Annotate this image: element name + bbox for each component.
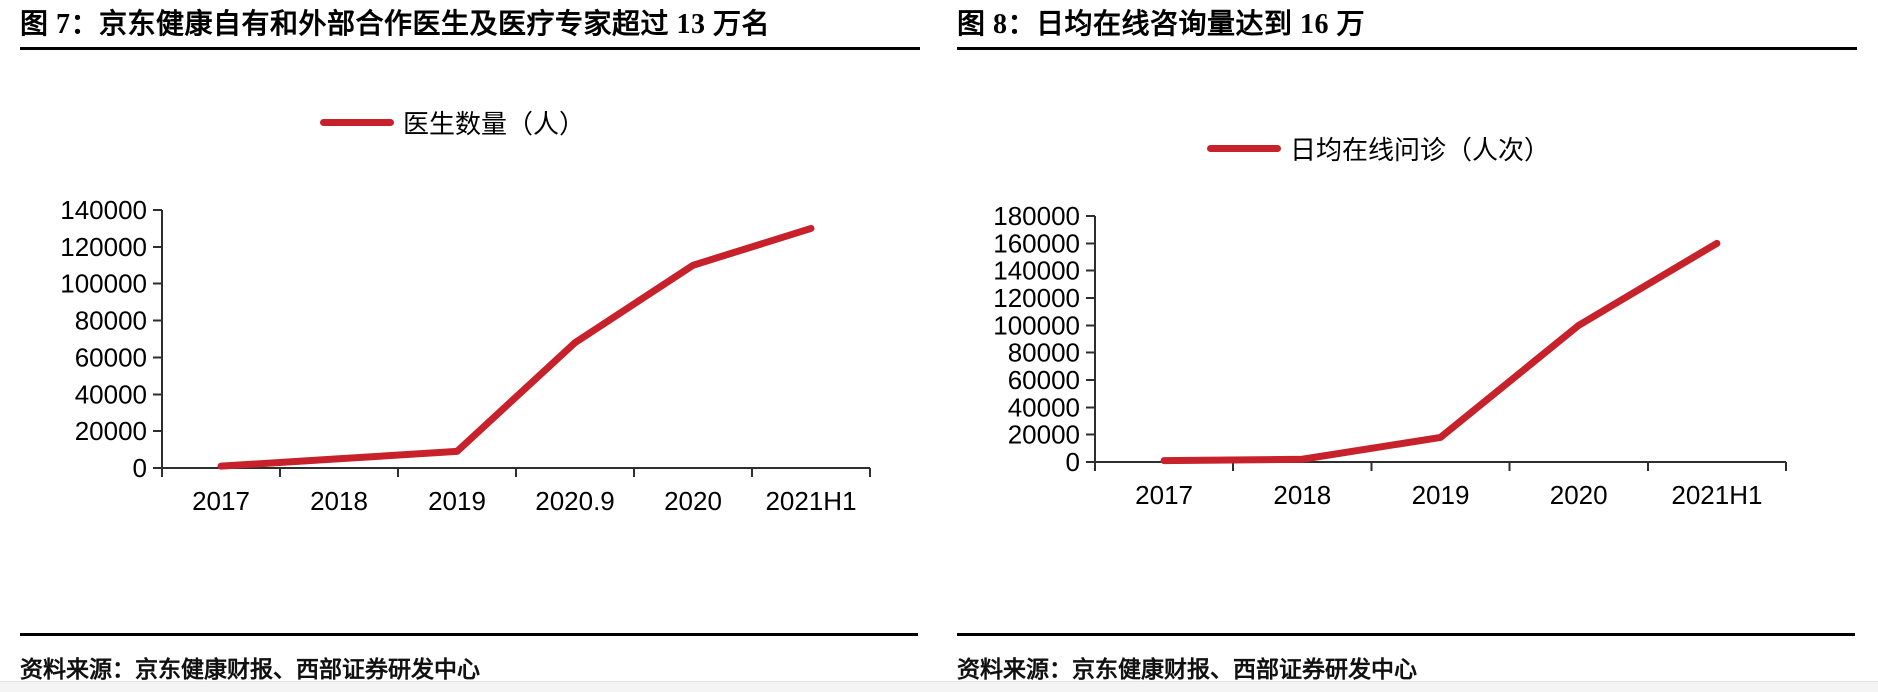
figure7-caption: 图 7：京东健康自有和外部合作医生及医疗专家超过 13 万名 bbox=[20, 9, 771, 40]
x-tick-label: 2021H1 bbox=[1671, 480, 1762, 510]
legend-label: 日均在线问诊（人次） bbox=[1290, 135, 1551, 165]
y-tick-label: 60000 bbox=[1008, 365, 1080, 395]
y-tick-label: 140000 bbox=[60, 195, 147, 225]
legend-label: 医生数量（人） bbox=[403, 109, 586, 139]
legend-line-swatch bbox=[320, 118, 394, 126]
y-tick-label: 40000 bbox=[75, 379, 147, 409]
y-tick-label: 20000 bbox=[1008, 420, 1080, 450]
y-tick-label: 20000 bbox=[75, 416, 147, 446]
y-tick-label: 120000 bbox=[60, 232, 147, 262]
data-line bbox=[217, 224, 815, 470]
figure7-source: 资料来源：京东健康财报、西部证券研发中心 bbox=[20, 657, 480, 682]
figure8-caption: 图 8：日均在线咨询量达到 16 万 bbox=[957, 9, 1366, 40]
y-tick-label: 100000 bbox=[993, 310, 1080, 340]
y-tick-label: 100000 bbox=[60, 269, 147, 299]
y-tick-label: 140000 bbox=[993, 256, 1080, 286]
y-tick-label: 180000 bbox=[993, 201, 1080, 231]
x-tick-label: 2020 bbox=[1550, 480, 1608, 510]
figure7-source-rule bbox=[20, 633, 918, 636]
figure8-legend: 日均在线问诊（人次） bbox=[1207, 132, 1551, 165]
figure7-legend: 医生数量（人） bbox=[320, 106, 586, 139]
figure8-source-rule bbox=[957, 633, 1855, 636]
x-tick-label: 2020.9 bbox=[535, 486, 615, 516]
x-tick-label: 2020 bbox=[664, 486, 722, 516]
legend-line-swatch bbox=[1207, 144, 1281, 152]
data-line bbox=[1160, 239, 1721, 465]
y-tick-label: 0 bbox=[133, 453, 147, 483]
x-tick-label: 2017 bbox=[1135, 480, 1193, 510]
figure8-caption-underline bbox=[957, 47, 1857, 50]
x-tick-label: 2017 bbox=[192, 486, 250, 516]
y-tick-label: 80000 bbox=[75, 306, 147, 336]
figure7-caption-underline bbox=[20, 47, 920, 50]
x-tick-label: 2018 bbox=[1273, 480, 1331, 510]
y-tick-label: 80000 bbox=[1008, 338, 1080, 368]
y-tick-label: 60000 bbox=[75, 342, 147, 372]
y-tick-label: 160000 bbox=[993, 228, 1080, 258]
y-tick-label: 120000 bbox=[993, 283, 1080, 313]
figure8-source: 资料来源：京东健康财报、西部证券研发中心 bbox=[957, 657, 1417, 682]
x-tick-label: 2018 bbox=[310, 486, 368, 516]
x-tick-label: 2021H1 bbox=[765, 486, 856, 516]
y-tick-label: 40000 bbox=[1008, 392, 1080, 422]
y-tick-label: 0 bbox=[1066, 447, 1080, 477]
x-tick-label: 2019 bbox=[428, 486, 486, 516]
page-bottom-strip bbox=[0, 681, 1878, 692]
x-tick-label: 2019 bbox=[1412, 480, 1470, 510]
